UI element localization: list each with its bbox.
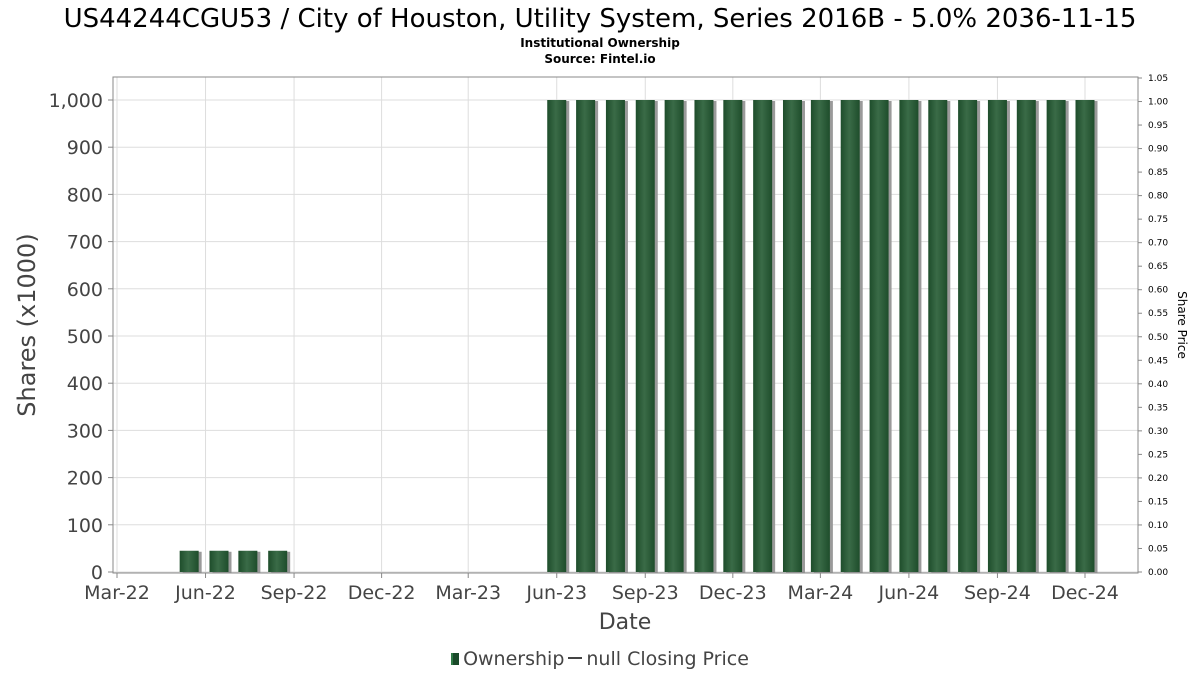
- y-axis-ticks: 0 100 200 300 400 500 600 700 800 900 1,000: [49, 90, 113, 584]
- x-tick-label: Mar-24: [788, 582, 854, 604]
- bars: [179, 100, 1098, 573]
- y-tick-label: 800: [67, 184, 103, 206]
- y2-tick-label: 0.15: [1148, 497, 1168, 507]
- ownership-bar: [605, 100, 625, 572]
- legend: Ownership null Closing Price: [0, 648, 1200, 670]
- x-axis-label: Date: [599, 610, 652, 635]
- ownership-bar: [928, 100, 948, 572]
- y2-tick-label: 1.05: [1148, 74, 1168, 84]
- ownership-bar: [869, 100, 889, 572]
- y2-tick-label: 0.50: [1148, 333, 1168, 343]
- x-tick-label: Sep-24: [964, 582, 1031, 604]
- y-tick-label: 100: [67, 515, 103, 537]
- chart-subtitle: Institutional Ownership: [520, 36, 680, 50]
- y2-tick-label: 0.20: [1148, 474, 1168, 484]
- x-tick-label: Jun-23: [525, 582, 587, 604]
- y-tick-label: 400: [67, 373, 103, 395]
- y-tick-label: 200: [67, 468, 103, 490]
- y-tick-label: 300: [67, 420, 103, 442]
- ownership-bar: [899, 100, 919, 572]
- x-tick-label: Mar-23: [435, 582, 501, 604]
- y-tick-label: 0: [91, 562, 103, 584]
- ownership-bar: [1046, 100, 1066, 572]
- y-axis-label: Shares (x1000): [13, 233, 41, 416]
- y-tick-label: 600: [67, 279, 103, 301]
- ownership-bar: [1016, 100, 1036, 572]
- ownership-swatch: [451, 653, 460, 665]
- y2-tick-label: 0.85: [1148, 168, 1168, 178]
- x-tick-label: Dec-24: [1051, 582, 1119, 604]
- y2-tick-label: 0.90: [1148, 145, 1168, 155]
- chart-title: US44244CGU53 / City of Houston, Utility …: [63, 4, 1137, 34]
- x-tick-label: Jun-24: [878, 582, 940, 604]
- y-tick-label: 900: [67, 137, 103, 159]
- y2-tick-label: 0.70: [1148, 239, 1168, 249]
- y2-axis-ticks: 0.00 0.05 0.10 0.15 0.20 0.25 0.30 0.35 0.40 0.45…: [1138, 74, 1168, 578]
- ownership-bar: [547, 100, 567, 572]
- y2-tick-label: 0.30: [1148, 427, 1168, 437]
- x-tick-label: Jun-22: [174, 582, 236, 604]
- ownership-bar: [576, 100, 596, 572]
- y-tick-label: 500: [67, 326, 103, 348]
- x-tick-label: Dec-23: [699, 582, 767, 604]
- y2-tick-label: 0.60: [1148, 286, 1168, 296]
- ownership-bar: [753, 100, 773, 572]
- y2-axis-label: Share Price: [1175, 291, 1189, 359]
- plot-frame: [112, 76, 1139, 574]
- y2-tick-label: 0.35: [1148, 403, 1168, 413]
- y2-tick-label: 0.00: [1148, 568, 1168, 578]
- y2-tick-label: 1.00: [1148, 98, 1168, 108]
- x-tick-label: Mar-22: [84, 582, 150, 604]
- y2-tick-label: 0.55: [1148, 309, 1168, 319]
- ownership-bar: [209, 550, 229, 572]
- x-tick-label: Dec-22: [348, 582, 416, 604]
- x-tick-label: Sep-23: [612, 582, 679, 604]
- x-tick-label: Sep-22: [261, 582, 328, 604]
- ownership-bar: [1075, 100, 1095, 572]
- ownership-bar: [987, 100, 1007, 572]
- ownership-bar: [840, 100, 860, 572]
- y2-tick-label: 0.40: [1148, 380, 1168, 390]
- legend-ownership-label: Ownership: [463, 648, 565, 670]
- ownership-bar: [723, 100, 743, 572]
- chart-source: Source: Fintel.io: [544, 52, 656, 66]
- ownership-bar: [664, 100, 684, 572]
- ownership-bar: [782, 100, 802, 572]
- ownership-bar: [694, 100, 714, 572]
- ownership-bar: [958, 100, 978, 572]
- y2-tick-label: 0.10: [1148, 521, 1168, 531]
- y-tick-label: 700: [67, 232, 103, 254]
- y2-tick-label: 0.65: [1148, 262, 1168, 272]
- price-line-swatch: [568, 656, 583, 659]
- y2-tick-label: 0.05: [1148, 544, 1168, 554]
- y2-tick-label: 0.80: [1148, 192, 1168, 202]
- y2-tick-label: 0.95: [1148, 121, 1168, 131]
- ownership-bar: [179, 550, 199, 572]
- ownership-bar: [268, 550, 288, 572]
- x-axis-ticks: Mar-22 Jun-22 Sep-22 Dec-22 Mar-23 Jun-23 Sep-…: [84, 573, 1119, 604]
- ownership-bar: [810, 100, 830, 572]
- legend-price-label: null Closing Price: [586, 648, 749, 670]
- y2-tick-label: 0.25: [1148, 450, 1168, 460]
- y2-tick-label: 0.45: [1148, 356, 1168, 366]
- ownership-bar: [635, 100, 655, 572]
- y2-tick-label: 0.75: [1148, 215, 1168, 225]
- ownership-bar: [238, 550, 258, 572]
- y-tick-label: 1,000: [49, 90, 103, 112]
